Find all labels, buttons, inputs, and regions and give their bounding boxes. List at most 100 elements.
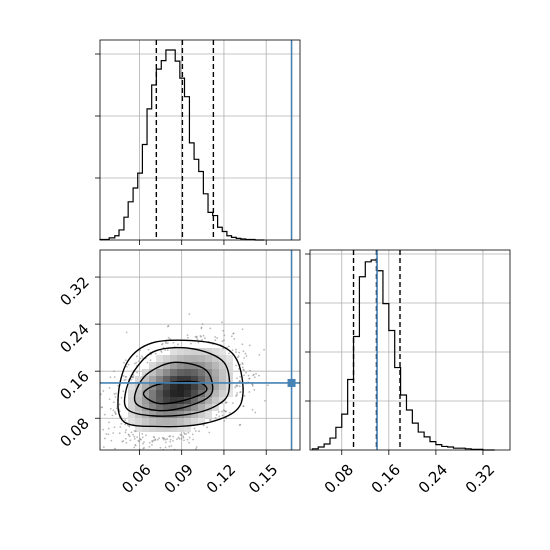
scatter-point (241, 343, 244, 346)
density-cell (163, 376, 170, 383)
scatter-point (152, 435, 155, 438)
density-cell (142, 397, 149, 404)
density-cell (198, 376, 205, 383)
scatter-point (243, 374, 245, 377)
density-cell (226, 362, 233, 369)
scatter-point (142, 447, 145, 450)
scatter-point (264, 399, 266, 402)
scatter-point (160, 351, 163, 353)
scatter-point (255, 372, 257, 375)
hist-p1-bin (166, 50, 171, 240)
density-cell (191, 404, 198, 411)
scatter-point (154, 352, 157, 355)
density-cell (170, 355, 177, 362)
density-cell (128, 411, 135, 418)
scatter-point (113, 411, 116, 413)
scatter-point (112, 401, 115, 404)
density-cell (184, 390, 191, 397)
hist-p1-bin (227, 236, 232, 240)
scatter-point (235, 395, 237, 397)
scatter-point (120, 422, 123, 425)
density-cell (184, 397, 191, 404)
scatter-point (130, 378, 133, 381)
scatter-point (114, 413, 117, 416)
scatter-point (202, 424, 205, 427)
hist-p2-bin (424, 437, 430, 450)
scatter-point (159, 349, 162, 352)
density-cell (212, 355, 219, 362)
hist-p2-bin (330, 438, 336, 450)
density-cell (184, 418, 191, 425)
scatter-point (102, 390, 105, 392)
density-cell (163, 383, 170, 390)
density-cell (205, 404, 212, 411)
scatter-point (195, 335, 198, 338)
density-cell (149, 411, 156, 418)
hist-p1-bin (222, 232, 227, 240)
scatter-xtick-label-2: 0.12 (203, 461, 239, 497)
scatter-point (241, 366, 244, 369)
density-cell (149, 404, 156, 411)
scatter-point (122, 440, 125, 442)
contour-0 (142, 380, 208, 405)
scatter-point (136, 355, 138, 358)
scatter-point (222, 347, 225, 350)
density-cell (198, 404, 205, 411)
contour-3 (117, 339, 244, 428)
scatter-point (232, 332, 235, 335)
scatter-point (160, 343, 163, 346)
scatter-point (133, 362, 136, 365)
hist-p2-bin (412, 423, 418, 450)
scatter-point (168, 435, 171, 438)
scatter-point (223, 334, 226, 337)
scatter-point (136, 371, 139, 374)
scatter-point (100, 393, 102, 396)
density-cell (156, 397, 163, 404)
hist-p1-bin (189, 143, 194, 240)
scatter-point (199, 335, 202, 337)
scatter-point (146, 361, 149, 364)
density-cell (191, 411, 198, 418)
scatter-point (158, 437, 160, 440)
scatter-point (129, 439, 132, 442)
scatter-point (244, 352, 247, 355)
scatter-point (230, 335, 233, 338)
density-cell (128, 418, 135, 425)
scatter-point (125, 375, 128, 378)
scatter-point (108, 386, 111, 389)
density-cell (163, 362, 170, 369)
scatter-point (125, 441, 128, 444)
scatter-point (125, 331, 128, 334)
density-cell (198, 397, 205, 404)
scatter-point (100, 406, 103, 409)
scatter-xtick-label-1: 0.09 (161, 461, 197, 497)
density-cell (170, 397, 177, 404)
scatter-point (216, 337, 219, 339)
scatter-point (139, 357, 142, 360)
scatter-point (188, 436, 191, 439)
density-cell (156, 404, 163, 411)
hist-p2-bin (401, 395, 407, 450)
density-cell (219, 383, 226, 390)
scatter-point (221, 414, 224, 417)
hist-p2-bin (418, 432, 424, 450)
scatter-point (166, 349, 169, 352)
density-cell (205, 376, 212, 383)
histogram-panel-p2: 0.08 0.16 0.24 0.32 (305, 249, 511, 497)
hist-p1-bin (203, 194, 208, 240)
scatter-point (86, 392, 88, 394)
scatter-point (251, 408, 254, 411)
scatter-point (124, 419, 126, 421)
hist-p2-bin (365, 262, 371, 450)
scatter-point (113, 370, 115, 373)
scatter-point (237, 355, 240, 357)
scatter-point (242, 350, 245, 353)
scatter-point (263, 348, 265, 351)
scatter-point (90, 445, 92, 447)
density-cell (212, 376, 219, 383)
scatter-point (168, 445, 171, 448)
density-cell (191, 418, 198, 425)
density-cell (149, 362, 156, 369)
scatter-point (107, 427, 110, 430)
density-cell (191, 376, 198, 383)
